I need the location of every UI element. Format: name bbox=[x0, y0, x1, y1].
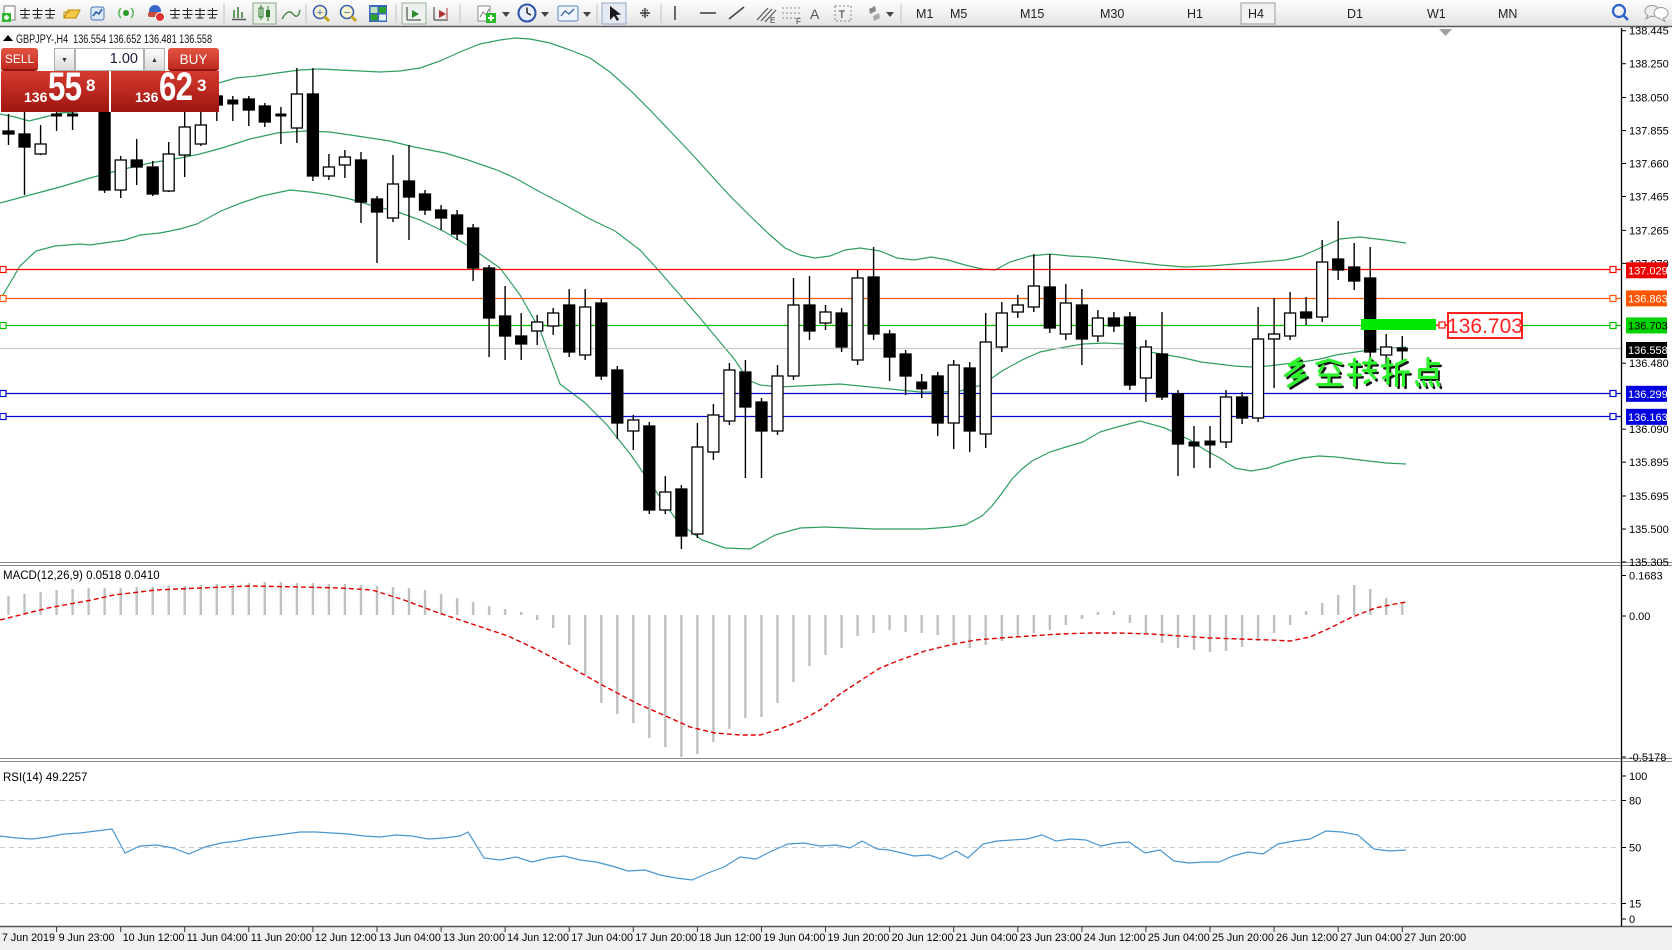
svg-text:M1: M1 bbox=[916, 7, 933, 21]
svg-text:25 Jun 04:00: 25 Jun 04:00 bbox=[1148, 932, 1210, 944]
svg-text:13 Jun 04:00: 13 Jun 04:00 bbox=[379, 932, 441, 944]
svg-text:MN: MN bbox=[1498, 7, 1517, 21]
svg-text:17 Jun 20:00: 17 Jun 20:00 bbox=[635, 932, 697, 944]
svg-text:27 Jun 20:00: 27 Jun 20:00 bbox=[1404, 932, 1466, 944]
svg-text:26 Jun 12:00: 26 Jun 12:00 bbox=[1276, 932, 1338, 944]
svg-text:27 Jun 04:00: 27 Jun 04:00 bbox=[1340, 932, 1402, 944]
svg-text:136.090: 136.090 bbox=[1629, 424, 1669, 436]
svg-text:12 Jun 12:00: 12 Jun 12:00 bbox=[315, 932, 377, 944]
svg-text:137.029: 137.029 bbox=[1628, 265, 1668, 277]
svg-text:135.500: 135.500 bbox=[1629, 524, 1669, 536]
svg-text:136.863: 136.863 bbox=[1628, 293, 1668, 305]
svg-text:7 Jun 2019: 7 Jun 2019 bbox=[2, 932, 55, 944]
svg-text:11 Jun 20:00: 11 Jun 20:00 bbox=[251, 932, 312, 944]
svg-text:136.703: 136.703 bbox=[1628, 320, 1668, 332]
svg-text:136.163: 136.163 bbox=[1628, 412, 1668, 424]
svg-text:T: T bbox=[839, 9, 846, 21]
svg-text:137.855: 137.855 bbox=[1629, 126, 1669, 138]
svg-text:21 Jun 04:00: 21 Jun 04:00 bbox=[956, 932, 1018, 944]
svg-text:H4: H4 bbox=[1248, 7, 1264, 21]
svg-text:RSI(14) 49.2257: RSI(14) 49.2257 bbox=[3, 772, 87, 784]
svg-text:19 Jun 04:00: 19 Jun 04:00 bbox=[764, 932, 826, 944]
svg-text:138.445: 138.445 bbox=[1629, 26, 1669, 38]
svg-text:GBPJPY-,H4 136.554 136.652 13: GBPJPY-,H4 136.554 136.652 136.481 136.5… bbox=[16, 34, 212, 46]
svg-text:10 Jun 12:00: 10 Jun 12:00 bbox=[123, 932, 185, 944]
svg-text:F: F bbox=[796, 17, 801, 26]
svg-text:M30: M30 bbox=[1100, 7, 1124, 21]
svg-text:135.695: 135.695 bbox=[1629, 491, 1669, 503]
svg-text:137.660: 137.660 bbox=[1629, 159, 1669, 171]
svg-text:20 Jun 12:00: 20 Jun 12:00 bbox=[892, 932, 954, 944]
svg-text:50: 50 bbox=[1629, 843, 1641, 855]
svg-text:M15: M15 bbox=[1020, 7, 1044, 21]
svg-text:17 Jun 04:00: 17 Jun 04:00 bbox=[571, 932, 633, 944]
svg-text:13 Jun 20:00: 13 Jun 20:00 bbox=[443, 932, 505, 944]
svg-text:M5: M5 bbox=[950, 7, 967, 21]
svg-text:137.465: 137.465 bbox=[1629, 192, 1669, 204]
svg-text:19 Jun 20:00: 19 Jun 20:00 bbox=[828, 932, 890, 944]
svg-text:80: 80 bbox=[1629, 796, 1641, 808]
svg-text:9 Jun 23:00: 9 Jun 23:00 bbox=[59, 932, 115, 944]
svg-text:0: 0 bbox=[1629, 914, 1635, 926]
svg-text:15: 15 bbox=[1629, 899, 1641, 911]
svg-text:135.305: 135.305 bbox=[1629, 557, 1669, 569]
svg-text:24 Jun 12:00: 24 Jun 12:00 bbox=[1084, 932, 1146, 944]
svg-text:H1: H1 bbox=[1187, 7, 1203, 21]
svg-text:−: − bbox=[344, 7, 350, 19]
svg-text:23 Jun 23:00: 23 Jun 23:00 bbox=[1020, 932, 1082, 944]
svg-text:135.895: 135.895 bbox=[1629, 457, 1669, 469]
svg-text:E: E bbox=[770, 16, 775, 25]
svg-text:25 Jun 20:00: 25 Jun 20:00 bbox=[1212, 932, 1274, 944]
svg-text:136.480: 136.480 bbox=[1629, 358, 1669, 370]
svg-text:136.299: 136.299 bbox=[1628, 389, 1668, 401]
svg-text:0.1683: 0.1683 bbox=[1629, 571, 1663, 583]
svg-text:138.250: 138.250 bbox=[1629, 59, 1669, 71]
svg-text:11 Jun 04:00: 11 Jun 04:00 bbox=[187, 932, 248, 944]
svg-text:D1: D1 bbox=[1347, 7, 1363, 21]
svg-text:136.558: 136.558 bbox=[1628, 345, 1668, 357]
svg-text:A: A bbox=[810, 6, 820, 22]
svg-text:137.265: 137.265 bbox=[1629, 225, 1669, 237]
svg-text:18 Jun 12:00: 18 Jun 12:00 bbox=[699, 932, 761, 944]
svg-text:136.703: 136.703 bbox=[1447, 315, 1523, 338]
svg-text:100: 100 bbox=[1629, 771, 1647, 783]
svg-text:0.00: 0.00 bbox=[1629, 611, 1650, 623]
svg-text:MACD(12,26,9) 0.0518 0.0410: MACD(12,26,9) 0.0518 0.0410 bbox=[3, 570, 160, 582]
svg-text:138.050: 138.050 bbox=[1629, 93, 1669, 105]
svg-text:-0.5178: -0.5178 bbox=[1629, 752, 1666, 764]
svg-text:+: + bbox=[317, 7, 323, 19]
svg-text:14 Jun 12:00: 14 Jun 12:00 bbox=[507, 932, 569, 944]
svg-text:W1: W1 bbox=[1427, 7, 1446, 21]
